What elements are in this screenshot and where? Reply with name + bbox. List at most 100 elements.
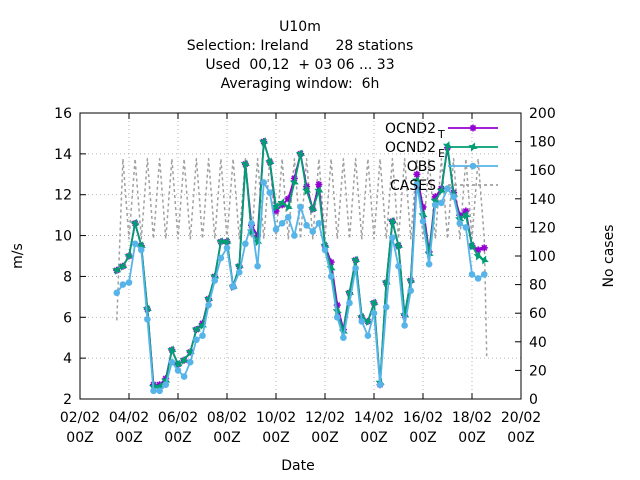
data-point xyxy=(113,289,121,297)
data-point xyxy=(314,186,324,196)
data-point xyxy=(407,287,415,295)
x-tick-label: 16/02 xyxy=(403,410,443,426)
legend-label: OCND2 xyxy=(385,121,436,137)
x-tick-label: 14/02 xyxy=(354,410,394,426)
legend-marker xyxy=(468,142,478,152)
title-line-1: U10m xyxy=(279,19,321,35)
data-point xyxy=(295,149,306,159)
x-tick-label: 00Z xyxy=(213,430,240,446)
data-point xyxy=(401,322,408,329)
data-point xyxy=(186,358,194,366)
data-point xyxy=(419,217,427,225)
series-line xyxy=(116,158,488,357)
x-tick-label: 00Z xyxy=(66,430,93,446)
x-tick-label: 00Z xyxy=(409,430,436,446)
data-point xyxy=(387,216,397,226)
data-point xyxy=(479,255,489,265)
data-point xyxy=(480,244,488,252)
y2-tick-label: 0 xyxy=(529,392,538,408)
data-point xyxy=(461,210,471,220)
x-tick-label: 20/02 xyxy=(501,410,541,426)
x-tick-label: 08/02 xyxy=(207,410,247,426)
data-point xyxy=(442,141,453,151)
x-tick-label: 00Z xyxy=(360,430,387,446)
legend-label: OBS xyxy=(407,159,436,175)
x-tick-label: 04/02 xyxy=(109,410,149,426)
legend-marker xyxy=(469,124,477,132)
series-obs xyxy=(113,179,488,395)
x-tick-label: 00Z xyxy=(458,430,485,446)
y-tick-label: 2 xyxy=(63,392,72,408)
data-point xyxy=(137,246,145,254)
data-point xyxy=(191,324,201,335)
legend-label-subscript: E xyxy=(438,147,445,160)
data-point xyxy=(167,345,177,355)
data-point xyxy=(456,220,464,227)
y2-tick-label: 140 xyxy=(529,192,556,208)
data-point xyxy=(315,181,323,188)
data-point xyxy=(456,211,464,219)
data-point xyxy=(284,195,292,203)
data-point xyxy=(179,355,189,365)
data-point xyxy=(131,240,139,248)
data-point xyxy=(185,347,195,357)
y2-tick-label: 20 xyxy=(529,363,547,379)
y-tick-label: 4 xyxy=(63,351,72,367)
axes: 2468101214160204060801001201401601802000… xyxy=(54,106,556,446)
x-tick-label: 00Z xyxy=(507,430,534,446)
data-point xyxy=(240,159,250,169)
data-point xyxy=(393,241,404,251)
data-point xyxy=(436,186,446,196)
data-point xyxy=(223,244,231,252)
data-point xyxy=(174,367,182,374)
data-point xyxy=(462,207,470,215)
data-point xyxy=(352,264,359,272)
data-point xyxy=(340,334,347,342)
data-point xyxy=(168,358,176,366)
data-point xyxy=(144,316,151,323)
y2-tick-label: 200 xyxy=(529,106,556,122)
series-layer xyxy=(112,137,489,395)
data-point xyxy=(297,203,304,211)
data-point xyxy=(480,271,488,278)
data-point xyxy=(474,275,482,282)
data-point xyxy=(315,220,323,227)
y-tick-label: 6 xyxy=(63,310,72,326)
data-point xyxy=(277,198,287,208)
x-tick-label: 00Z xyxy=(164,430,191,446)
x-axis-label: Date xyxy=(281,458,314,474)
data-point xyxy=(425,260,433,268)
title-line-2: Selection: Ireland 28 stations xyxy=(187,38,414,54)
data-point xyxy=(308,204,318,214)
data-point xyxy=(124,251,134,261)
legend-label: CASES xyxy=(390,178,436,194)
data-point xyxy=(125,279,133,286)
data-point xyxy=(369,298,379,308)
data-point xyxy=(358,318,366,325)
series-cases xyxy=(116,158,488,357)
data-point xyxy=(370,309,378,317)
data-point xyxy=(431,193,439,201)
data-point xyxy=(382,303,390,311)
data-point xyxy=(450,193,457,201)
data-point xyxy=(265,157,275,167)
data-point xyxy=(346,299,353,307)
data-point xyxy=(462,224,470,231)
data-point xyxy=(199,332,206,339)
data-point xyxy=(431,201,439,209)
data-point xyxy=(468,271,476,278)
data-point xyxy=(216,237,226,247)
title-line-4: Averaging window: 6h xyxy=(221,76,380,92)
data-point xyxy=(289,177,299,188)
data-point xyxy=(130,218,140,228)
y2-tick-label: 180 xyxy=(529,135,556,151)
data-point xyxy=(351,255,361,265)
y2-tick-label: 80 xyxy=(529,278,547,294)
x-tick-label: 18/02 xyxy=(452,410,492,426)
y-tick-label: 14 xyxy=(54,147,72,163)
data-point xyxy=(254,262,261,270)
data-point xyxy=(327,273,335,280)
data-point xyxy=(150,387,157,395)
data-point xyxy=(211,277,219,284)
